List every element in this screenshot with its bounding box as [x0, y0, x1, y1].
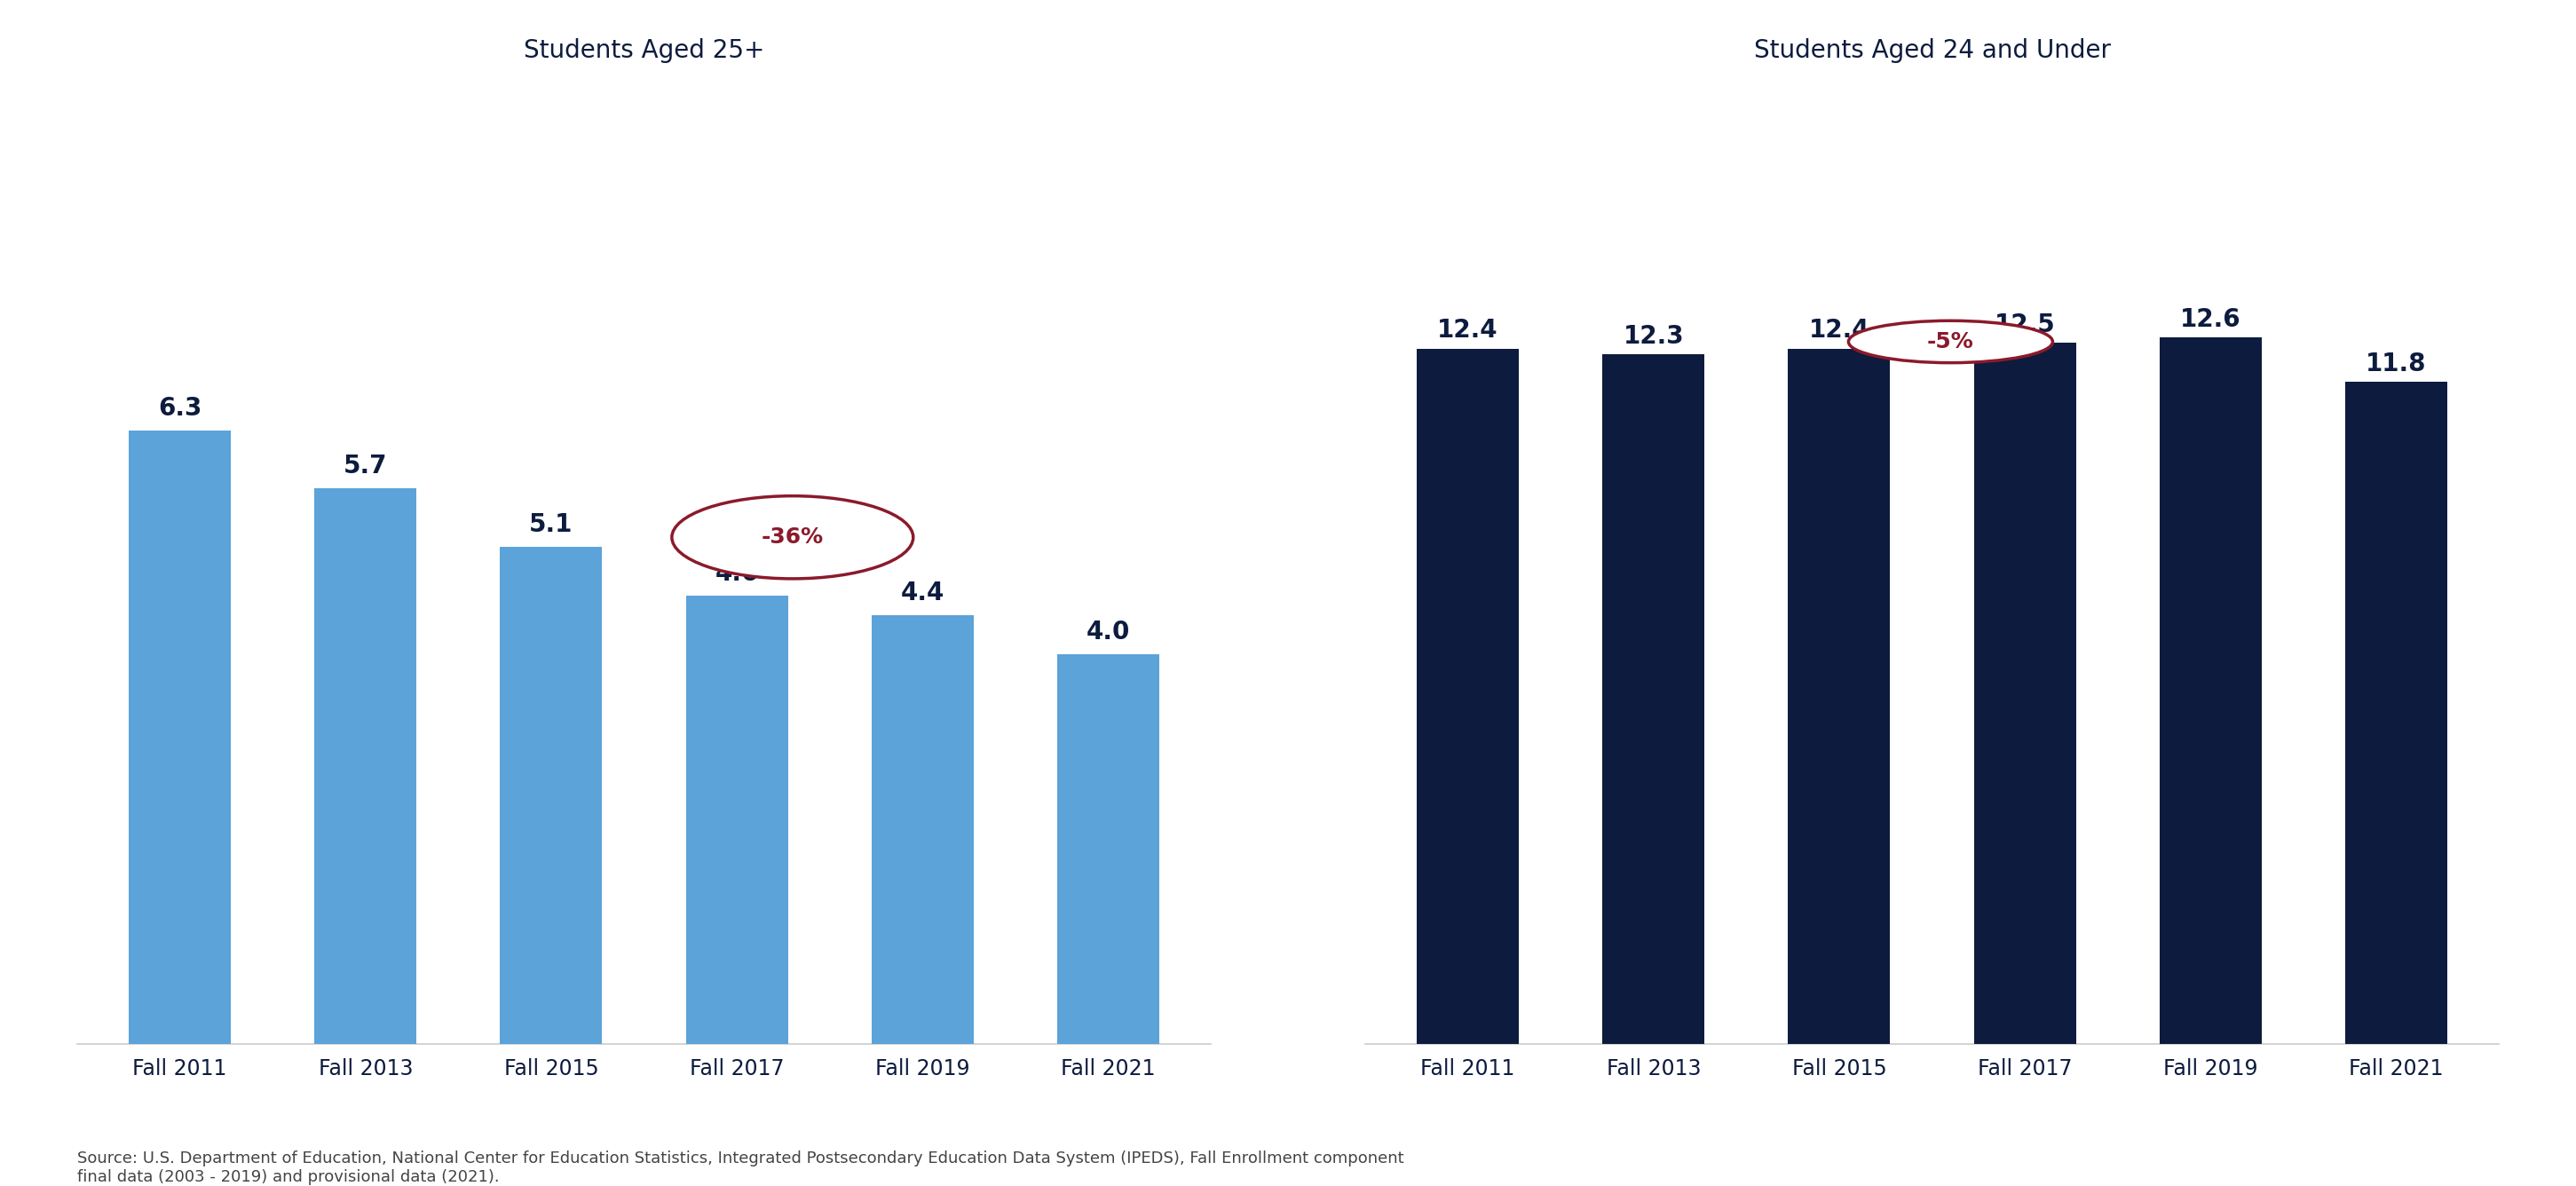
Text: 5.7: 5.7: [343, 454, 386, 479]
Text: Students Aged 25+: Students Aged 25+: [523, 38, 765, 63]
Bar: [1788, 349, 1891, 1044]
Bar: [2344, 382, 2447, 1044]
Bar: [500, 547, 603, 1044]
Bar: [314, 489, 417, 1044]
Text: 12.6: 12.6: [2179, 307, 2241, 332]
Text: Students Aged 24 and Under: Students Aged 24 and Under: [1754, 38, 2110, 63]
Bar: [871, 616, 974, 1044]
Text: -36%: -36%: [762, 527, 824, 548]
Text: 6.3: 6.3: [157, 396, 201, 421]
Text: 12.4: 12.4: [1808, 318, 1870, 343]
Ellipse shape: [672, 496, 914, 579]
Bar: [129, 431, 232, 1044]
Text: 11.8: 11.8: [2365, 351, 2427, 376]
Text: 12.5: 12.5: [1994, 312, 2056, 337]
Text: -5%: -5%: [1927, 331, 1973, 352]
Bar: [2159, 337, 2262, 1044]
Text: Source: U.S. Department of Education, National Center for Education Statistics, : Source: U.S. Department of Education, Na…: [77, 1150, 1404, 1185]
Bar: [685, 595, 788, 1044]
Text: 5.1: 5.1: [528, 512, 572, 537]
Bar: [1417, 349, 1520, 1044]
Text: 4.6: 4.6: [716, 561, 760, 586]
Text: 12.3: 12.3: [1623, 324, 1685, 349]
Text: 12.4: 12.4: [1437, 318, 1499, 343]
Bar: [1056, 655, 1159, 1044]
Bar: [1973, 343, 2076, 1044]
Ellipse shape: [1850, 320, 2053, 363]
Text: 4.4: 4.4: [902, 581, 945, 606]
Text: 4.0: 4.0: [1087, 619, 1131, 644]
Bar: [1602, 355, 1705, 1044]
